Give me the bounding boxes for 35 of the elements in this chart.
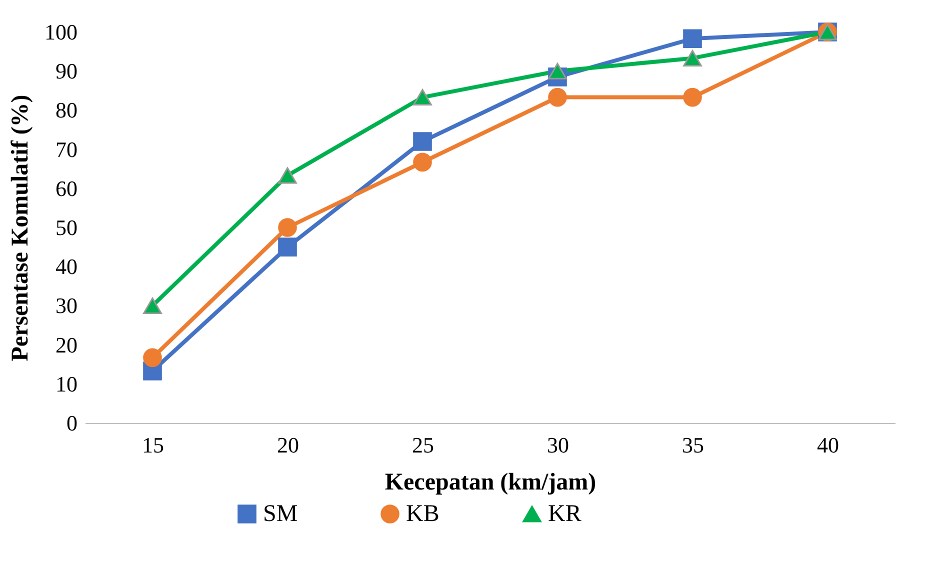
point: [683, 50, 702, 66]
x-tick-label: 35: [682, 432, 704, 458]
point: [143, 297, 162, 314]
point: [278, 218, 297, 237]
y-tick-label: 80: [56, 98, 78, 123]
legend-label: KB: [406, 501, 440, 527]
point: [143, 348, 162, 368]
y-tick-label: 90: [56, 58, 78, 84]
point: [278, 238, 297, 256]
y-tick-label: 40: [56, 254, 78, 280]
x-axis-title: Kecepatan (km/jam): [384, 470, 596, 496]
point: [278, 167, 297, 184]
y-tick-label: 0: [66, 410, 78, 436]
point: [413, 152, 432, 172]
x-tick-label: 20: [277, 432, 299, 458]
x-tick-label: 30: [547, 432, 569, 458]
point: [413, 89, 432, 106]
legend-label: SM: [263, 501, 298, 527]
point: [683, 88, 702, 107]
x-tick-label: 15: [142, 432, 164, 458]
y-tick-label: 10: [56, 371, 78, 396]
point: [548, 62, 567, 80]
y-tick-label: 20: [56, 332, 78, 358]
y-tick-label: 30: [56, 293, 78, 318]
x-tick-label: 25: [412, 432, 434, 458]
x-tick-label: 40: [817, 432, 839, 458]
y-tick-label: 100: [44, 20, 78, 44]
y-tick-label: 60: [56, 176, 78, 201]
point: [683, 29, 702, 48]
point: [413, 132, 432, 151]
legend-label: KR: [548, 501, 582, 527]
y-tick-label: 50: [56, 215, 78, 240]
y-axis-title: Persentase Komulatif (%): [8, 94, 34, 362]
point: [548, 88, 567, 107]
y-tick-label: 70: [56, 136, 78, 162]
